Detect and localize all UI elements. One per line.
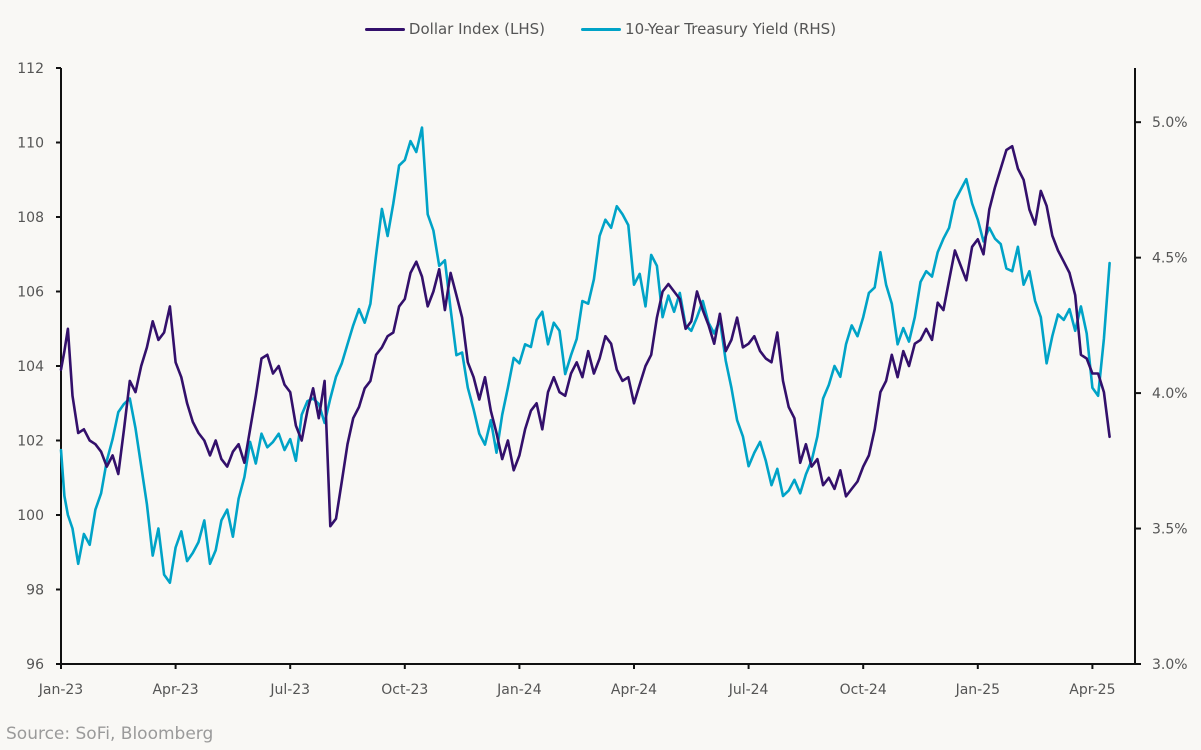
right-tick-label: 4.5%: [1152, 251, 1188, 267]
x-tick-label: Jan-25: [955, 682, 1000, 698]
left-tick-label: 96: [26, 657, 44, 673]
left-tick-label: 112: [17, 61, 44, 77]
legend-label-dollar-index: Dollar Index (LHS): [408, 20, 546, 38]
legend-swatch-dollar-index: [364, 27, 405, 31]
source-note: Source: SoFi, Bloomberg: [6, 724, 214, 744]
legend-item-treasury-yield: 10-Year Treasury Yield (RHS): [581, 20, 836, 38]
legend-swatch-treasury-yield: [581, 27, 622, 31]
chart-legend: Dollar Index (LHS) 10-Year Treasury Yiel…: [0, 20, 1201, 38]
left-tick-label: 102: [17, 434, 44, 450]
left-tick-label: 110: [17, 136, 44, 152]
left-tick-label: 100: [17, 508, 44, 524]
x-tick-label: Apr-24: [611, 682, 657, 698]
x-tick-label: Apr-25: [1069, 682, 1115, 698]
x-tick-label: Oct-24: [840, 682, 887, 698]
x-tick-label: Jan-24: [496, 682, 542, 698]
right-tick-label: 3.5%: [1152, 522, 1188, 538]
x-tick-label: Apr-23: [152, 682, 198, 698]
right-tick-label: 4.0%: [1152, 386, 1188, 402]
series-line-treasury-yield: [59, 126, 1111, 585]
left-tick-label: 106: [17, 285, 44, 301]
x-tick-label: Oct-23: [381, 682, 428, 698]
right-tick-label: 5.0%: [1152, 115, 1188, 131]
x-tick-label: Jul-24: [728, 682, 769, 698]
left-tick-label: 104: [17, 359, 44, 375]
right-tick-label: 3.0%: [1152, 657, 1188, 673]
x-tick-label: Jul-23: [269, 682, 310, 698]
x-tick-label: Jan-23: [38, 682, 83, 698]
series-line-dollar-index: [59, 144, 1111, 528]
legend-label-treasury-yield: 10-Year Treasury Yield (RHS): [625, 20, 837, 38]
left-tick-label: 98: [26, 583, 44, 599]
left-tick-label: 108: [17, 210, 44, 226]
legend-item-dollar-index: Dollar Index (LHS): [364, 20, 546, 38]
